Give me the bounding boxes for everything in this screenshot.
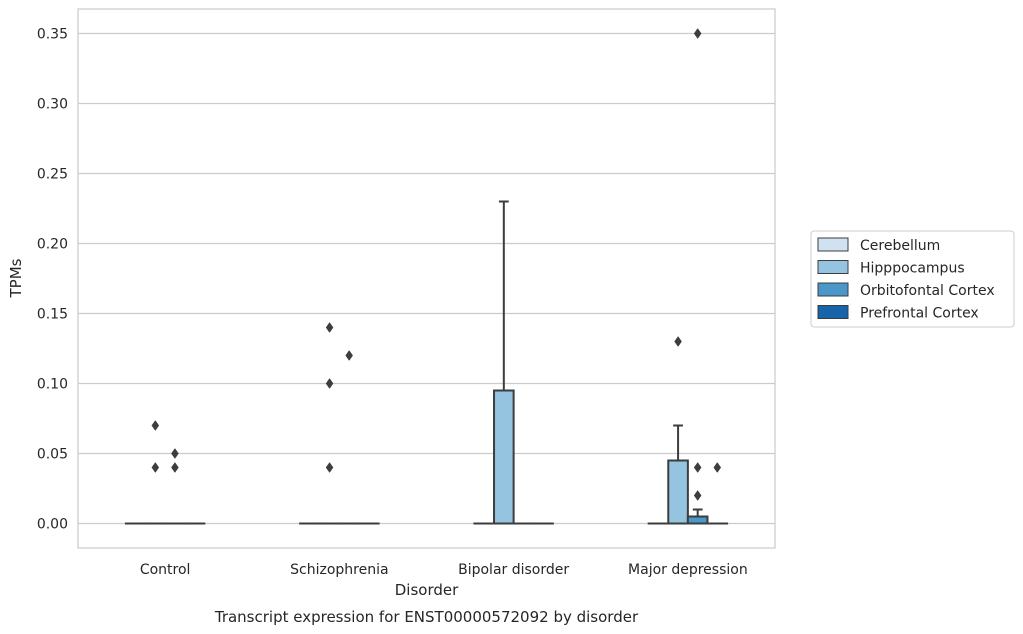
legend-label: Prefrontal Cortex <box>860 306 979 322</box>
outliers <box>151 28 722 501</box>
y-tick-label: 0.05 <box>37 447 68 463</box>
y-tick-label: 0.35 <box>37 27 68 43</box>
x-tick-labels: Control Schizophrenia Bipolar disorder Majo… <box>140 562 748 578</box>
outlier-point <box>713 462 722 473</box>
outlier-point <box>325 462 334 473</box>
boxes <box>124 200 729 525</box>
grid-lines <box>78 32 775 525</box>
x-tick-label: Control <box>140 562 191 578</box>
y-axis-title: TPMs <box>7 258 25 298</box>
outlier-point <box>151 462 160 473</box>
x-tick-label: Major depression <box>628 562 748 578</box>
y-tick-label: 0.00 <box>37 517 68 533</box>
outlier-point <box>345 350 353 361</box>
legend-label: Orbitofontal Cortex <box>860 283 995 299</box>
chart-caption: Transcript expression for ENST0000057209… <box>214 608 639 626</box>
outlier-point <box>674 336 682 347</box>
y-tick-label: 0.20 <box>37 237 68 253</box>
legend-swatch <box>817 260 849 274</box>
outlier-point <box>693 490 702 501</box>
box-hipppocampus-major-depression <box>667 424 689 525</box>
outlier-point <box>151 420 160 431</box>
box-body <box>667 459 689 525</box>
outlier-point <box>693 462 702 473</box>
outlier-point <box>325 378 334 389</box>
plot-frame <box>77 8 776 549</box>
box-hipppocampus-bipolar-disorder <box>493 200 515 525</box>
legend-label: Hipppocampus <box>860 261 965 277</box>
legend-swatch <box>817 305 849 319</box>
outlier-point <box>171 462 179 473</box>
box-body <box>493 389 515 525</box>
legend-label: Cerebellum <box>860 238 940 254</box>
y-tick-labels: 0.00 0.05 0.10 0.15 0.20 0.25 0.30 0.35 <box>37 27 68 533</box>
y-tick-label: 0.15 <box>37 307 68 323</box>
x-tick-label: Bipolar disorder <box>458 562 569 578</box>
legend-frame <box>810 230 1015 328</box>
legend: Cerebellum Hipppocampus Orbitofontal Corte… <box>810 230 1015 328</box>
outlier-point <box>171 448 179 459</box>
y-tick-label: 0.25 <box>37 167 68 183</box>
legend-swatch <box>817 237 849 252</box>
y-tick-label: 0.10 <box>37 377 68 393</box>
box-body <box>686 515 709 525</box>
legend-swatch <box>817 282 849 297</box>
outlier-point <box>693 28 702 39</box>
outlier-point <box>325 322 334 333</box>
box-orbitofontal-cortex-major-depression <box>686 508 709 525</box>
x-axis-title: Disorder <box>395 581 459 599</box>
y-tick-label: 0.30 <box>37 97 68 113</box>
x-tick-label: Schizophrenia <box>290 562 388 578</box>
